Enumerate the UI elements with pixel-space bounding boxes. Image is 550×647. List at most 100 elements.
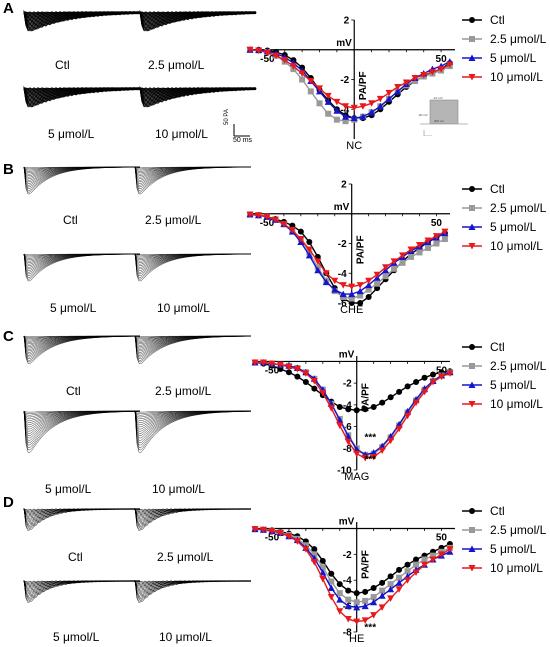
panel-letter-d: D xyxy=(3,494,14,511)
trace-group-b-2.5 xyxy=(134,166,252,195)
data-point-1 xyxy=(342,118,349,125)
data-point-2 xyxy=(319,568,327,576)
data-point-3 xyxy=(368,100,376,107)
data-point-3 xyxy=(333,98,341,106)
x-axis-label: mV xyxy=(334,202,350,213)
data-point-3 xyxy=(263,213,271,221)
data-point-2 xyxy=(361,602,369,610)
data-point-3 xyxy=(298,70,306,78)
data-point-0 xyxy=(387,573,394,580)
trace-label-a-ctl: Ctl xyxy=(55,58,70,72)
legend-item: 10 μmol/L xyxy=(462,394,546,413)
data-point-3 xyxy=(378,447,386,454)
data-point-3 xyxy=(446,546,454,553)
trace-label-c-5: 5 μmol/L xyxy=(45,482,92,496)
data-point-3 xyxy=(395,425,403,433)
data-point-3 xyxy=(302,546,310,553)
x-tick-label: 50 xyxy=(436,54,448,65)
legend-marker xyxy=(469,526,475,533)
legend-swatch xyxy=(462,564,482,571)
data-point-1 xyxy=(374,280,381,287)
trace-group-b-ctl xyxy=(23,166,141,195)
significance-marker: *** xyxy=(364,433,376,444)
y-tick-label: -8 xyxy=(343,628,352,639)
data-point-2 xyxy=(327,584,335,591)
data-point-0 xyxy=(294,373,301,380)
data-point-0 xyxy=(357,300,364,306)
legend-item: 5 μmol/L xyxy=(462,375,546,394)
legend-label: 2.5 μmol/L xyxy=(490,200,547,215)
trace-group-a-5 xyxy=(23,85,141,108)
y-tick-label: 2 xyxy=(344,16,350,27)
data-point-0 xyxy=(336,404,343,411)
inset-left-label: -90 mV xyxy=(418,113,428,117)
data-point-0 xyxy=(379,399,386,406)
legend-item: 10 μmol/L xyxy=(462,236,546,255)
legend-label: 10 μmol/L xyxy=(490,238,543,253)
data-point-2 xyxy=(368,108,376,116)
legend-swatch xyxy=(462,242,482,249)
data-point-3 xyxy=(288,227,296,234)
data-point-1 xyxy=(316,100,323,107)
data-point-2 xyxy=(336,596,344,603)
trace-label-c-2.5: 2.5 μmol/L xyxy=(155,384,212,398)
data-point-3 xyxy=(350,104,358,112)
legend-item: 2.5 μmol/L xyxy=(462,356,546,375)
data-point-3 xyxy=(429,556,437,564)
x-axis-label: mV xyxy=(336,38,352,49)
data-point-3 xyxy=(268,528,276,535)
inset-top-label: -10 mV xyxy=(433,96,443,100)
legend-item: 10 μmol/L xyxy=(462,558,546,577)
data-point-3 xyxy=(407,246,415,253)
y-axis-label: PA/PF xyxy=(356,235,367,264)
trace-label-c-10: 10 μmol/L xyxy=(152,482,205,496)
data-point-3 xyxy=(394,83,402,91)
legend-swatch xyxy=(462,343,482,350)
data-point-3 xyxy=(319,575,327,583)
data-point-0 xyxy=(311,546,318,553)
data-point-3 xyxy=(432,233,440,240)
series-line-0 xyxy=(249,213,446,304)
trace-group-c-ctl xyxy=(23,335,141,364)
legend-marker xyxy=(469,16,475,23)
trace-label-b-10: 10 μmol/L xyxy=(157,301,210,315)
legend-marker xyxy=(468,223,476,230)
trace-group-d-10 xyxy=(134,580,252,604)
data-point-3 xyxy=(437,66,445,73)
data-point-1 xyxy=(336,590,343,597)
data-point-0 xyxy=(345,406,352,413)
data-point-1 xyxy=(424,244,431,251)
data-point-3 xyxy=(289,63,297,70)
legend-marker xyxy=(469,185,475,192)
data-point-0 xyxy=(413,379,420,386)
data-point-1 xyxy=(421,556,428,563)
data-point-1 xyxy=(399,259,406,266)
legend-b: Ctl 2.5 μmol/L 5 μmol/L 10 μmol/L xyxy=(462,179,546,255)
data-point-1 xyxy=(357,292,364,299)
legend-swatch xyxy=(462,16,482,23)
legend-label: Ctl xyxy=(490,181,505,196)
x-tick-label: -50 xyxy=(265,365,280,376)
data-point-1 xyxy=(382,273,389,280)
x-tick-label: -50 xyxy=(265,532,280,543)
x-tick-label: -50 xyxy=(260,218,275,229)
legend-label: 5 μmol/L xyxy=(490,219,537,234)
data-point-0 xyxy=(404,383,411,390)
data-point-1 xyxy=(370,594,377,601)
legend-marker xyxy=(468,545,476,552)
data-point-3 xyxy=(336,608,344,615)
data-point-0 xyxy=(328,570,335,577)
y-tick-label: -6 xyxy=(338,299,347,310)
trace-label-d-10: 10 μmol/L xyxy=(159,630,212,644)
data-point-3 xyxy=(315,85,323,92)
data-point-2 xyxy=(394,87,402,95)
data-point-0 xyxy=(379,579,386,586)
data-point-3 xyxy=(428,69,436,76)
data-point-3 xyxy=(421,388,429,396)
legend-swatch xyxy=(462,73,482,80)
legend-marker xyxy=(469,362,475,369)
data-point-3 xyxy=(319,389,327,397)
trace-label-c-ctl: Ctl xyxy=(66,384,81,398)
legend-item: 2.5 μmol/L xyxy=(462,198,546,217)
